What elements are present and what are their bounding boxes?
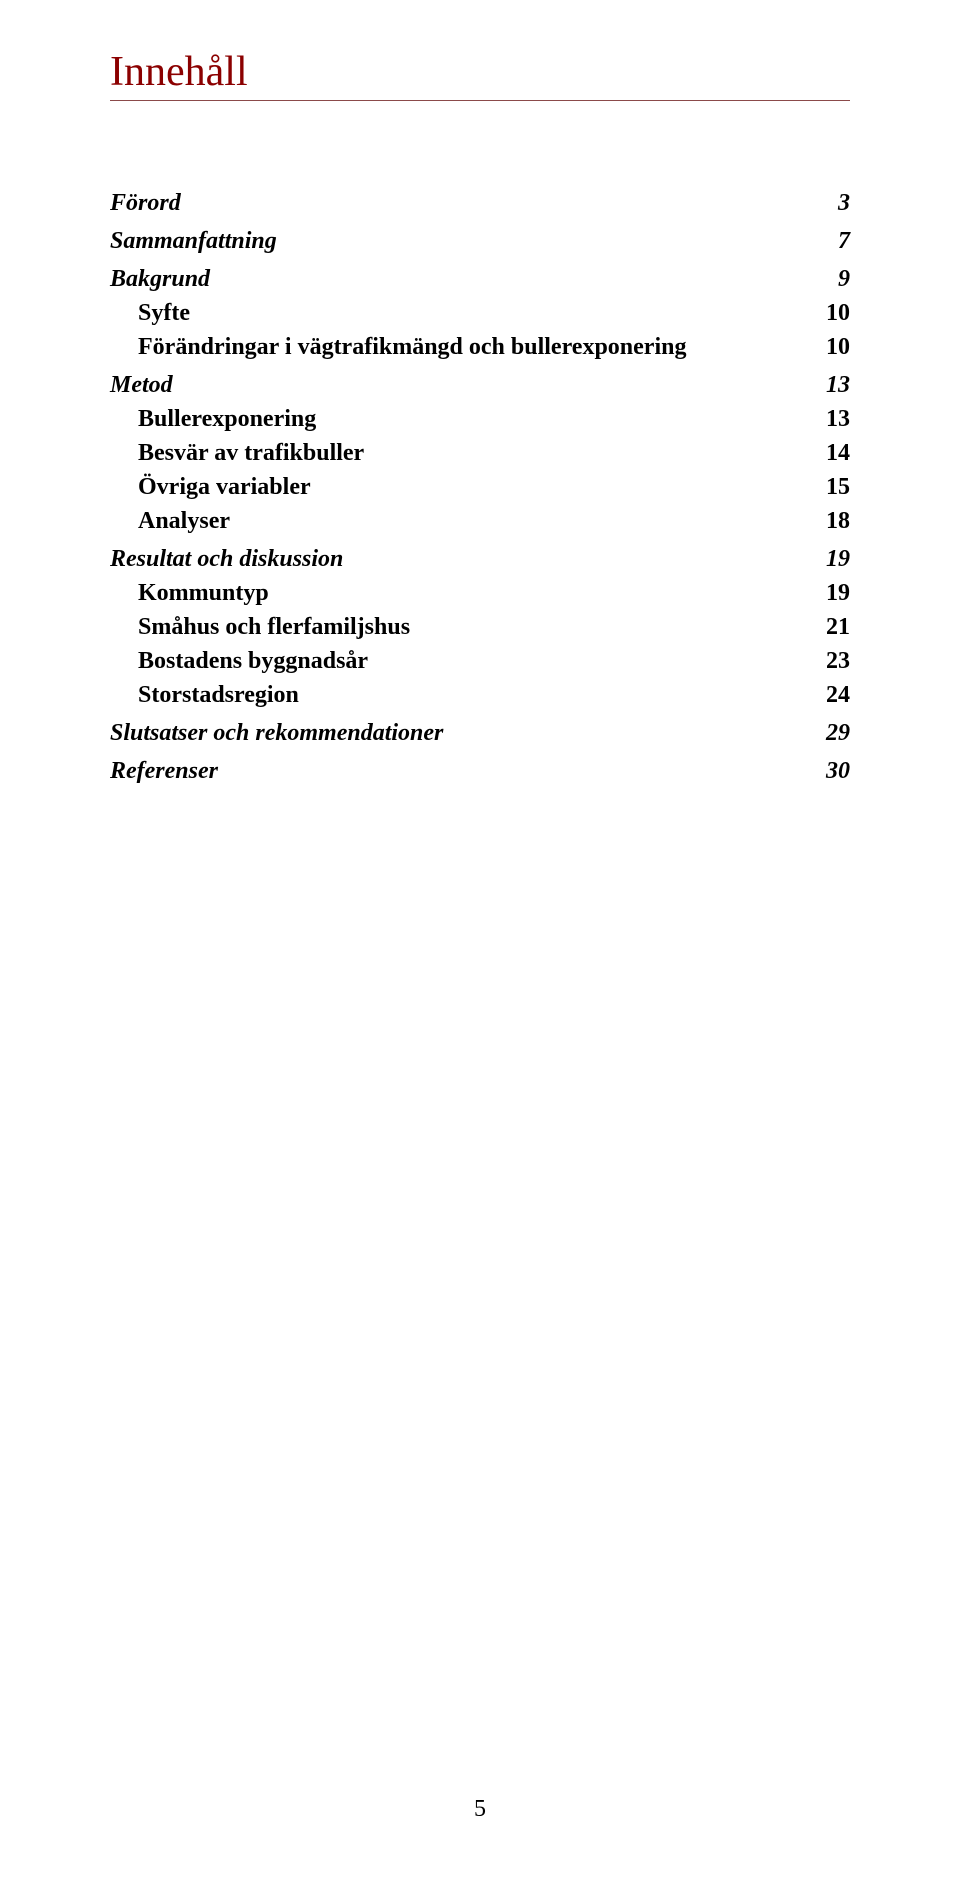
toc-page: 10 <box>810 335 850 359</box>
toc-label: Bostadens byggnadsår <box>138 649 810 673</box>
toc-row: Resultat och diskussion 19 <box>110 547 850 571</box>
toc-label: Metod <box>110 373 810 397</box>
toc-label: Referenser <box>110 759 810 783</box>
toc-page: 21 <box>810 615 850 639</box>
toc-row: Analyser 18 <box>110 509 850 533</box>
toc-label: Besvär av trafikbuller <box>138 441 810 465</box>
toc-label: Syfte <box>138 301 810 325</box>
toc-row: Bullerexponering 13 <box>110 407 850 431</box>
toc-label: Förord <box>110 191 810 215</box>
page-title: Innehåll <box>110 48 850 96</box>
table-of-contents: Förord 3 Sammanfattning 7 Bakgrund 9 Syf… <box>110 191 850 783</box>
toc-row: Slutsatser och rekommendationer 29 <box>110 721 850 745</box>
toc-page: 10 <box>810 301 850 325</box>
toc-row: Storstadsregion 24 <box>110 683 850 707</box>
toc-row: Bostadens byggnadsår 23 <box>110 649 850 673</box>
footer-page-number: 5 <box>0 1796 960 1823</box>
toc-label: Slutsatser och rekommendationer <box>110 721 810 745</box>
toc-label: Kommuntyp <box>138 581 810 605</box>
toc-page: 24 <box>810 683 850 707</box>
toc-label: Förändringar i vägtrafikmängd och buller… <box>138 335 810 359</box>
toc-label: Bakgrund <box>110 267 810 291</box>
toc-row: Kommuntyp 19 <box>110 581 850 605</box>
toc-page: 7 <box>810 229 850 253</box>
toc-page: 19 <box>810 581 850 605</box>
title-rule <box>110 100 850 101</box>
toc-row: Förord 3 <box>110 191 850 215</box>
toc-row: Förändringar i vägtrafikmängd och buller… <box>110 335 850 359</box>
toc-page: 14 <box>810 441 850 465</box>
toc-page: 23 <box>810 649 850 673</box>
toc-label: Resultat och diskussion <box>110 547 810 571</box>
toc-page: 13 <box>810 407 850 431</box>
toc-page: 15 <box>810 475 850 499</box>
toc-row: Besvär av trafikbuller 14 <box>110 441 850 465</box>
toc-label: Övriga variabler <box>138 475 810 499</box>
toc-page: 3 <box>810 191 850 215</box>
toc-page: 9 <box>810 267 850 291</box>
toc-row: Metod 13 <box>110 373 850 397</box>
toc-row: Syfte 10 <box>110 301 850 325</box>
toc-row: Sammanfattning 7 <box>110 229 850 253</box>
toc-label: Analyser <box>138 509 810 533</box>
toc-row: Bakgrund 9 <box>110 267 850 291</box>
toc-row: Referenser 30 <box>110 759 850 783</box>
toc-label: Bullerexponering <box>138 407 810 431</box>
toc-label: Storstadsregion <box>138 683 810 707</box>
toc-label: Sammanfattning <box>110 229 810 253</box>
page: Innehåll Förord 3 Sammanfattning 7 Bakgr… <box>0 0 960 1893</box>
toc-page: 30 <box>810 759 850 783</box>
toc-page: 13 <box>810 373 850 397</box>
toc-page: 19 <box>810 547 850 571</box>
toc-page: 29 <box>810 721 850 745</box>
toc-row: Övriga variabler 15 <box>110 475 850 499</box>
toc-row: Småhus och flerfamiljshus 21 <box>110 615 850 639</box>
toc-page: 18 <box>810 509 850 533</box>
toc-label: Småhus och flerfamiljshus <box>138 615 810 639</box>
